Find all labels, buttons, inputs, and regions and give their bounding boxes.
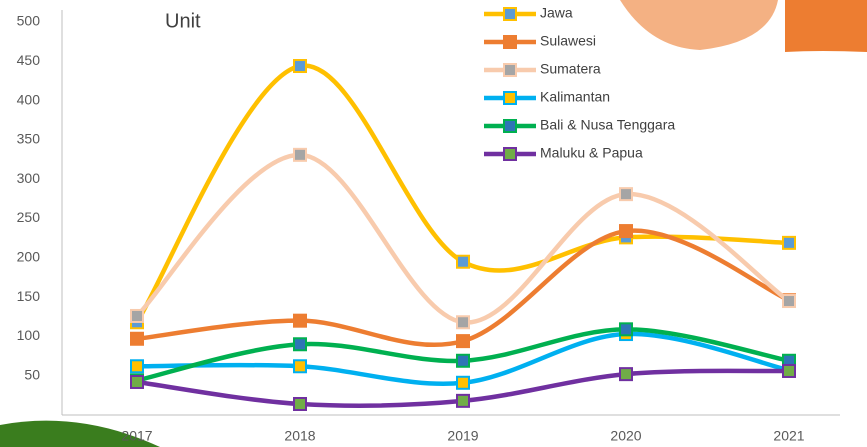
legend-label: Bali & Nusa Tenggara — [540, 117, 675, 133]
legend-label: Kalimantan — [540, 89, 610, 105]
decoration — [785, 0, 867, 52]
y-tick-label: 300 — [17, 170, 41, 186]
legend-label: Sumatera — [540, 61, 601, 77]
marker — [456, 254, 470, 269]
y-tick-label: 500 — [17, 13, 41, 29]
marker — [619, 322, 633, 337]
y-axis-label: Unit — [165, 10, 201, 32]
y-tick-label: 200 — [17, 249, 41, 265]
legend-marker — [503, 91, 517, 105]
marker — [130, 308, 144, 323]
marker — [293, 313, 307, 328]
marker — [130, 331, 144, 346]
marker — [782, 235, 796, 250]
marker — [782, 363, 796, 378]
series-line — [135, 63, 790, 324]
y-tick-label: 100 — [17, 327, 41, 343]
legend-marker — [503, 147, 517, 161]
marker — [456, 353, 470, 368]
x-tick-label: 2020 — [610, 428, 641, 444]
y-tick-label: 350 — [17, 131, 41, 147]
marker — [293, 396, 307, 411]
marker — [456, 375, 470, 390]
y-tick-label: 450 — [17, 52, 41, 68]
x-tick-label: 2018 — [284, 428, 315, 444]
y-tick-label: 250 — [17, 209, 41, 225]
marker — [293, 359, 307, 374]
marker — [293, 147, 307, 162]
marker — [293, 59, 307, 74]
marker — [619, 367, 633, 382]
x-tick-label: 2019 — [447, 428, 478, 444]
y-tick-label: 50 — [24, 366, 40, 382]
marker — [456, 334, 470, 349]
marker — [456, 315, 470, 330]
marker — [619, 224, 633, 239]
y-tick-label: 400 — [17, 91, 41, 107]
legend-label: Maluku & Papua — [540, 145, 643, 161]
legend-marker — [503, 7, 517, 21]
marker — [293, 337, 307, 352]
y-tick-label: 150 — [17, 288, 41, 304]
legend-marker — [503, 119, 517, 133]
x-tick-label: 2017 — [121, 428, 152, 444]
marker — [130, 374, 144, 389]
marker — [130, 359, 144, 374]
marker — [619, 187, 633, 202]
legend-label: Sulawesi — [540, 33, 596, 49]
decoration — [620, 0, 778, 50]
marker — [456, 393, 470, 408]
legend-marker — [503, 63, 517, 77]
legend-marker — [503, 35, 517, 49]
marker — [782, 294, 796, 309]
x-tick-label: 2021 — [773, 428, 804, 444]
decoration — [0, 420, 160, 447]
legend-label: Jawa — [540, 5, 573, 21]
